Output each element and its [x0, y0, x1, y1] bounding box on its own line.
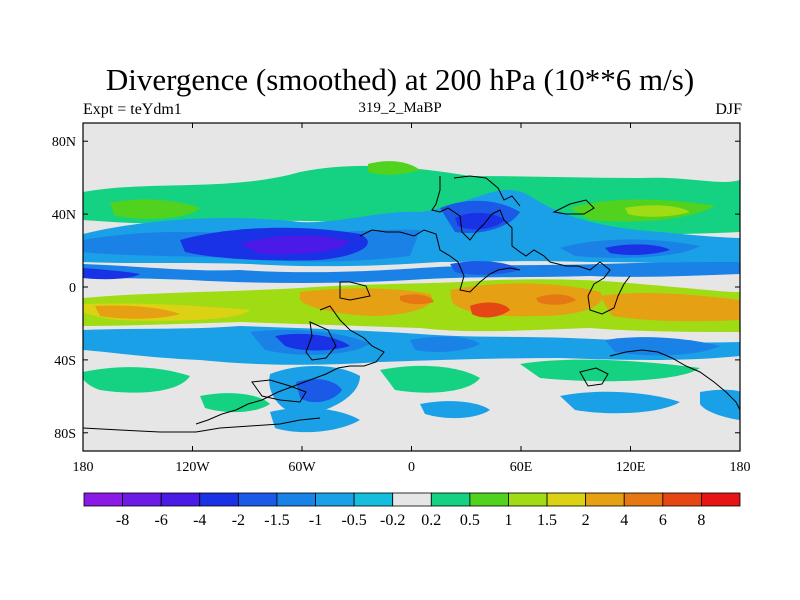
colorbar-label: -0.5 [341, 512, 366, 529]
colorbar-box [199, 492, 239, 507]
contour-region [83, 367, 190, 393]
continent-outline [195, 305, 385, 425]
continent-outline [82, 427, 196, 433]
lon-tick-label: 120E [616, 460, 646, 475]
colorbar-box [701, 492, 741, 507]
contour-region [380, 365, 480, 393]
colorbar-box [469, 492, 509, 507]
season-label: DJF [715, 101, 742, 118]
continent-outline [359, 229, 521, 293]
lon-tick-label: 60W [288, 460, 316, 475]
continent-outline [453, 175, 521, 207]
continent-outline [552, 199, 595, 215]
latitude-axis: 80N 40N 0 40S 80S [52, 135, 740, 442]
lat-tick-label: 80N [52, 135, 76, 150]
contour-region [83, 262, 740, 283]
lat-tick-label: 80S [54, 427, 76, 442]
colorbar-label: 0.2 [421, 512, 441, 529]
colorbar-label: -6 [155, 512, 168, 529]
lon-tick-label: 60E [510, 460, 533, 475]
colorbar-label: -8 [116, 512, 129, 529]
contour-region [83, 326, 740, 365]
contour-region [536, 294, 576, 305]
colorbar-box [160, 492, 201, 507]
contour-region [625, 205, 690, 217]
colorbar-box [276, 492, 316, 507]
colorbar-label: 8 [697, 512, 705, 529]
colorbar-box [508, 492, 548, 507]
colorbar-box [353, 492, 394, 507]
contour-region [270, 407, 360, 433]
case-label: 319_2_MaBP [358, 100, 442, 116]
plot-title: Divergence (smoothed) at 200 hPa (10**6 … [105, 62, 695, 97]
colorbar-label: 4 [620, 512, 628, 529]
contour-region [450, 261, 520, 275]
contour-region [368, 161, 420, 175]
colorbar-box [546, 492, 587, 507]
colorbar-label: -2 [232, 512, 245, 529]
contour-region [95, 305, 180, 319]
colorbar-box [585, 492, 625, 507]
colorbar-box [392, 492, 432, 507]
continent-outline [579, 367, 609, 387]
contour-region [560, 391, 680, 414]
continent-outline [339, 281, 371, 301]
colorbar-label: 2 [582, 512, 590, 529]
contour-region [110, 199, 200, 219]
contour-region [200, 393, 270, 413]
colorbar-box [237, 492, 278, 507]
colorbar-label: -4 [193, 512, 206, 529]
colorbar-box [430, 492, 471, 507]
longitude-axis: 180 120W 60W 0 60E 120E 180 [73, 123, 751, 475]
colorbar-label: 1 [504, 512, 512, 529]
lon-tick-label: 180 [730, 460, 751, 475]
contour-region [520, 359, 700, 382]
colorbar-label: 0.5 [460, 512, 480, 529]
colorbar-label: 1.5 [537, 512, 557, 529]
lat-tick-label: 0 [69, 281, 76, 296]
colorbar-label: 6 [659, 512, 667, 529]
contour-region [83, 268, 140, 280]
lon-tick-label: 0 [408, 460, 415, 475]
colorbar-box [315, 492, 355, 507]
colorbar: -8 -6 -4 -2 -1.5 -1 -0.5 -0.2 0.2 0.5 1 1.5 2 4 6 8 [83, 492, 741, 529]
lon-tick-label: 180 [73, 460, 94, 475]
lat-tick-label: 40N [52, 208, 76, 223]
colorbar-box [623, 492, 664, 507]
continent-outline [609, 349, 741, 411]
continent-outline [431, 176, 631, 315]
contour-region [420, 401, 490, 419]
contour-region [600, 293, 740, 322]
colorbar-label: -1.5 [264, 512, 289, 529]
continent-outline [195, 417, 321, 433]
contour-region [296, 379, 342, 403]
experiment-label: Expt = teYdm1 [83, 101, 182, 118]
lon-tick-label: 120W [175, 460, 210, 475]
colorbar-box [83, 492, 123, 507]
contour-region [275, 333, 350, 351]
contour-region [240, 235, 350, 255]
continent-outline [251, 379, 307, 403]
divergence-field [83, 161, 740, 433]
lat-tick-label: 40S [54, 354, 76, 369]
colorbar-label: -0.2 [380, 512, 405, 529]
contour-region [700, 389, 740, 420]
colorbar-label: -1 [309, 512, 322, 529]
continent-outline [305, 321, 337, 361]
contour-region [470, 302, 510, 318]
contour-region [455, 212, 505, 230]
contour-region [300, 288, 432, 316]
contour-region [83, 165, 740, 235]
colorbar-box [122, 492, 162, 507]
contour-region [605, 244, 670, 255]
contour-region [410, 336, 480, 352]
colorbar-box [662, 492, 702, 507]
contour-region [400, 294, 434, 305]
